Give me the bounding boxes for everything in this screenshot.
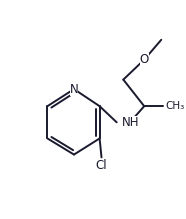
Text: CH₃: CH₃ <box>165 101 184 111</box>
Text: O: O <box>140 53 149 66</box>
Text: Cl: Cl <box>96 159 107 172</box>
Text: N: N <box>70 83 78 96</box>
Text: NH: NH <box>121 116 139 129</box>
